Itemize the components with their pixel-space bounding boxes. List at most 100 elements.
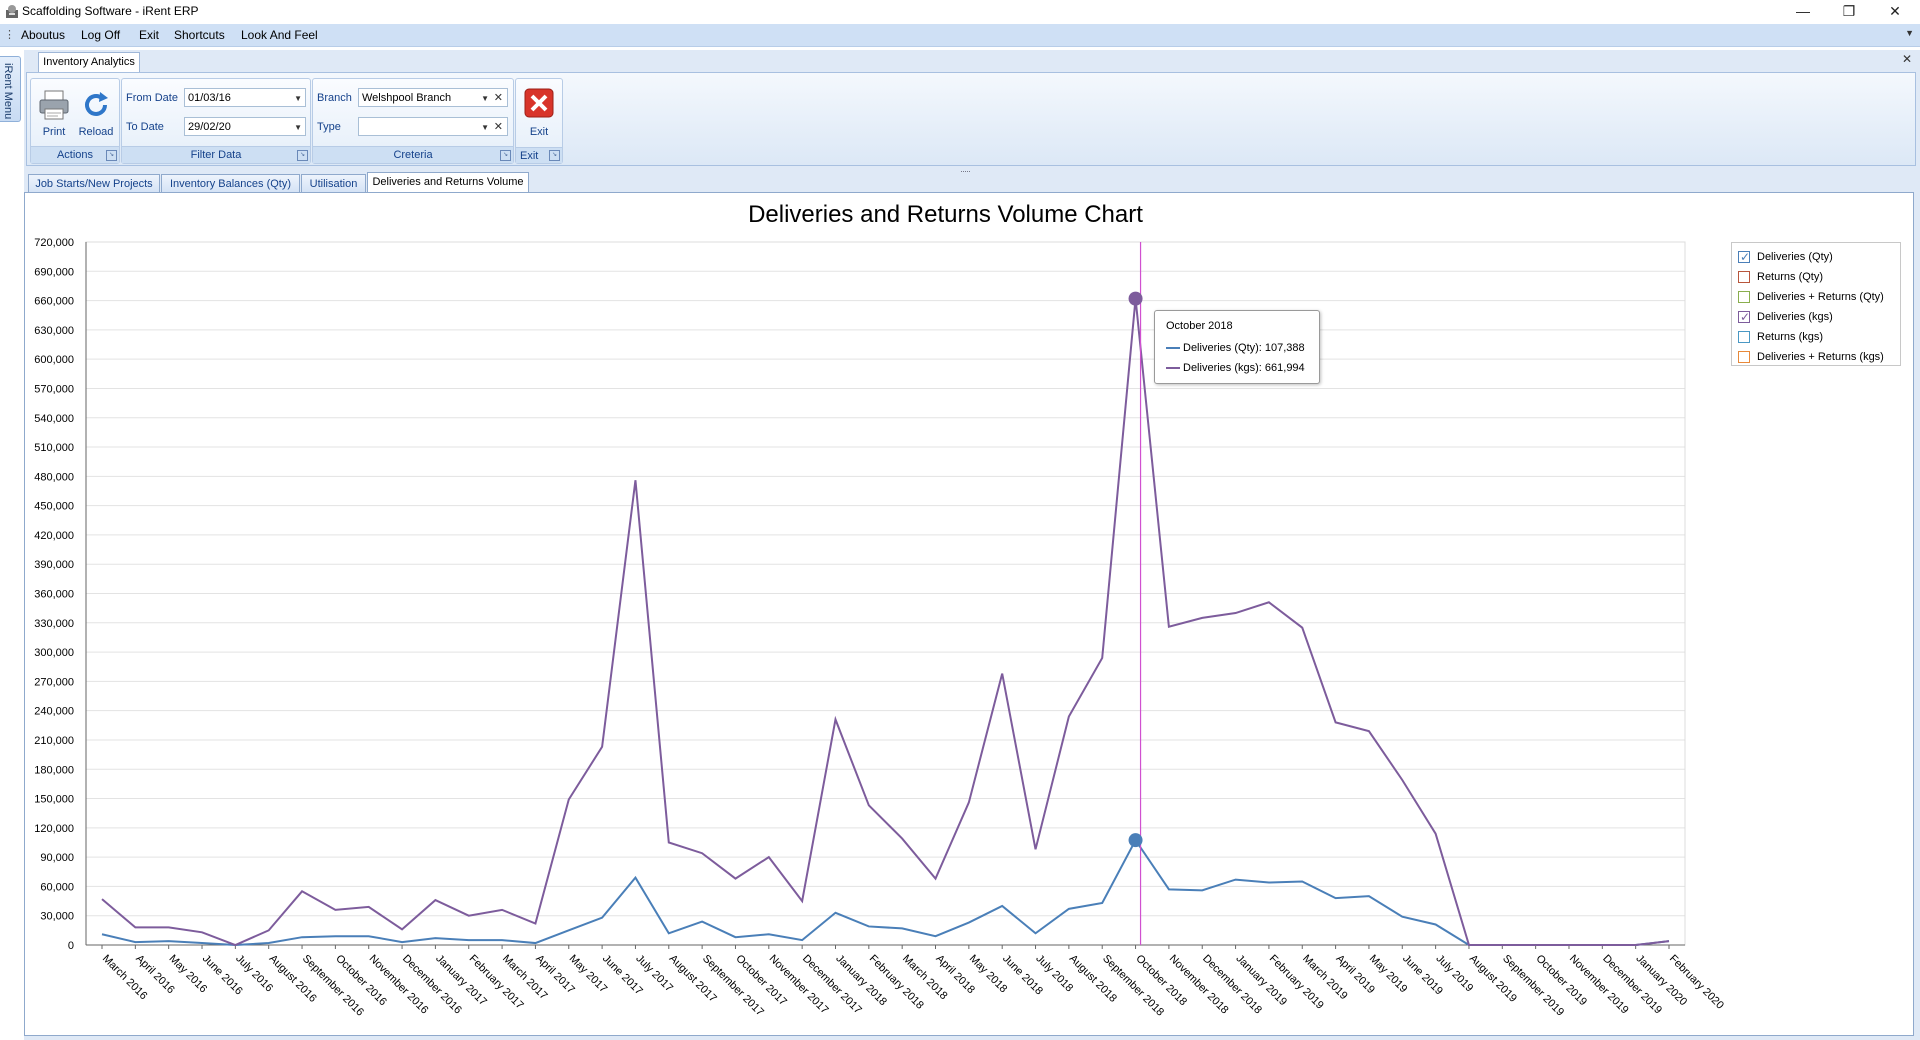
y-tick-label: 390,000: [34, 559, 74, 571]
y-tick-label: 630,000: [34, 325, 74, 337]
print-button[interactable]: Print: [33, 83, 75, 145]
tooltip-title: October 2018: [1166, 320, 1233, 332]
y-tick-label: 300,000: [34, 647, 74, 659]
branch-select[interactable]: Welshpool Branch ▼ ✕: [358, 88, 508, 107]
menu-shortcuts[interactable]: Shortcuts: [174, 28, 225, 42]
menu-overflow-icon[interactable]: ▼: [1905, 28, 1914, 38]
x-tick-label: November 2017: [767, 953, 831, 1017]
legend-item[interactable]: Deliveries + Returns (kgs): [1738, 349, 1898, 365]
legend-item[interactable]: ✓ Deliveries (Qty): [1738, 249, 1898, 265]
tab-job-starts[interactable]: Job Starts/New Projects: [28, 174, 160, 193]
tooltip-text-qty: Deliveries (Qty): 107,388: [1183, 342, 1305, 354]
type-label: Type: [317, 121, 341, 133]
to-date-value: 29/02/20: [188, 121, 231, 133]
y-tick-label: 420,000: [34, 530, 74, 542]
exit-launcher-icon[interactable]: ↘: [549, 150, 560, 161]
exit-button[interactable]: Exit: [518, 83, 560, 145]
x-tick-label: September 2018: [1100, 953, 1166, 1019]
y-tick-label: 120,000: [34, 823, 74, 835]
tooltip-swatch-qty: [1166, 347, 1180, 350]
exit-icon: [524, 88, 554, 118]
from-date-value: 01/03/16: [188, 92, 231, 104]
to-date-dropdown-icon[interactable]: ▼: [294, 123, 302, 132]
y-tick-label: 720,000: [34, 237, 74, 249]
restore-button[interactable]: ❐: [1842, 3, 1856, 19]
to-date-label: To Date: [126, 121, 164, 133]
reload-button[interactable]: Reload: [75, 83, 117, 145]
type-clear-icon[interactable]: ✕: [493, 121, 503, 133]
irent-menu-side-tab[interactable]: iRent Menu: [0, 56, 21, 122]
legend-checkbox[interactable]: ✓: [1738, 250, 1750, 264]
y-tick-label: 360,000: [34, 589, 74, 601]
legend-label: Deliveries (Qty): [1757, 251, 1833, 263]
x-tick-label: December 2019: [1600, 953, 1664, 1017]
menu-aboutus[interactable]: Aboutus: [21, 28, 66, 42]
doc-close-icon[interactable]: ✕: [1901, 52, 1912, 66]
menu-look-and-feel[interactable]: Look And Feel: [241, 28, 318, 42]
hover-point: [1128, 291, 1143, 306]
legend-checkbox[interactable]: [1738, 291, 1750, 303]
criteria-launcher-icon[interactable]: ↘: [500, 150, 511, 161]
chart-tooltip: October 2018 Deliveries (Qty): 107,388 D…: [1154, 310, 1320, 384]
branch-label: Branch: [317, 92, 352, 104]
y-tick-label: 30,000: [40, 911, 74, 923]
branch-dropdown-icon[interactable]: ▼: [481, 94, 489, 103]
actions-launcher-icon[interactable]: ↘: [106, 150, 117, 161]
y-tick-label: 150,000: [34, 794, 74, 806]
legend-label: Deliveries + Returns (Qty): [1757, 291, 1884, 303]
print-label: Print: [42, 126, 66, 138]
legend-checkbox[interactable]: ✓: [1738, 310, 1751, 324]
menu-bar: ⋮ Aboutus Log Off Exit Shortcuts Look An…: [0, 24, 1920, 47]
y-tick-label: 180,000: [34, 764, 74, 776]
y-tick-label: 480,000: [34, 471, 74, 483]
tab-utilisation[interactable]: Utilisation: [301, 174, 366, 193]
type-select[interactable]: ▼ ✕: [358, 117, 508, 136]
legend-checkbox[interactable]: [1738, 351, 1750, 363]
tab-inventory-balances[interactable]: Inventory Balances (Qty): [161, 174, 300, 193]
legend-item[interactable]: ✓ Deliveries (kgs): [1738, 309, 1898, 325]
close-window-button[interactable]: ✕: [1889, 3, 1901, 19]
legend-label: Returns (Qty): [1757, 271, 1824, 283]
menu-log-off[interactable]: Log Off: [81, 28, 121, 42]
checkmark-icon: ✓: [1740, 310, 1751, 324]
tab-deliveries-returns[interactable]: Deliveries and Returns Volume: [367, 172, 529, 193]
x-tick-label: November 2016: [367, 953, 431, 1017]
type-dropdown-icon[interactable]: ▼: [481, 123, 489, 132]
y-tick-label: 270,000: [34, 676, 74, 688]
x-tick-label: December 2017: [800, 953, 864, 1017]
menu-grip-icon: ⋮: [4, 29, 15, 41]
x-tick-label: December 2018: [1200, 953, 1264, 1017]
y-tick-label: 240,000: [34, 706, 74, 718]
exit-label: Exit: [529, 126, 549, 138]
x-tick-label: September 2017: [700, 953, 766, 1019]
y-tick-label: 0: [68, 940, 74, 952]
legend-checkbox[interactable]: [1738, 271, 1750, 283]
y-tick-label: 450,000: [34, 501, 74, 513]
branch-clear-icon[interactable]: ✕: [493, 92, 503, 104]
series-line: [101, 838, 1670, 947]
ribbon-group-criteria: Branch Welshpool Branch ▼ ✕ Type ▼ ✕ Cre…: [312, 78, 514, 164]
doc-tab-inventory-analytics[interactable]: Inventory Analytics: [38, 52, 140, 73]
from-date-input[interactable]: 01/03/16 ▼: [184, 88, 306, 107]
from-date-dropdown-icon[interactable]: ▼: [294, 94, 302, 103]
legend-item[interactable]: Returns (Qty): [1738, 269, 1898, 285]
x-tick-label: November 2019: [1567, 953, 1631, 1017]
legend-item[interactable]: Deliveries + Returns (Qty): [1738, 289, 1898, 305]
actions-group-label: Actions: [31, 146, 119, 163]
ribbon-group-filter-data: From Date 01/03/16 ▼ To Date 29/02/20 ▼ …: [121, 78, 311, 164]
branch-value: Welshpool Branch: [362, 92, 452, 104]
window-titlebar: Scaffolding Software - iRent ERP — ❐ ✕: [0, 0, 1920, 24]
y-tick-label: 600,000: [34, 354, 74, 366]
window-title: Scaffolding Software - iRent ERP: [22, 4, 199, 18]
reload-label: Reload: [78, 126, 114, 138]
reload-icon: [85, 92, 108, 116]
printer-icon: [39, 90, 69, 120]
y-tick-label: 90,000: [40, 852, 74, 864]
to-date-input[interactable]: 29/02/20 ▼: [184, 117, 306, 136]
menu-exit[interactable]: Exit: [139, 28, 160, 42]
ribbon-splitter-handle[interactable]: ·····: [960, 166, 971, 176]
legend-checkbox[interactable]: [1738, 331, 1750, 343]
legend-item[interactable]: Returns (kgs): [1738, 329, 1898, 345]
minimize-button[interactable]: —: [1796, 3, 1810, 19]
filter-launcher-icon[interactable]: ↘: [297, 150, 308, 161]
